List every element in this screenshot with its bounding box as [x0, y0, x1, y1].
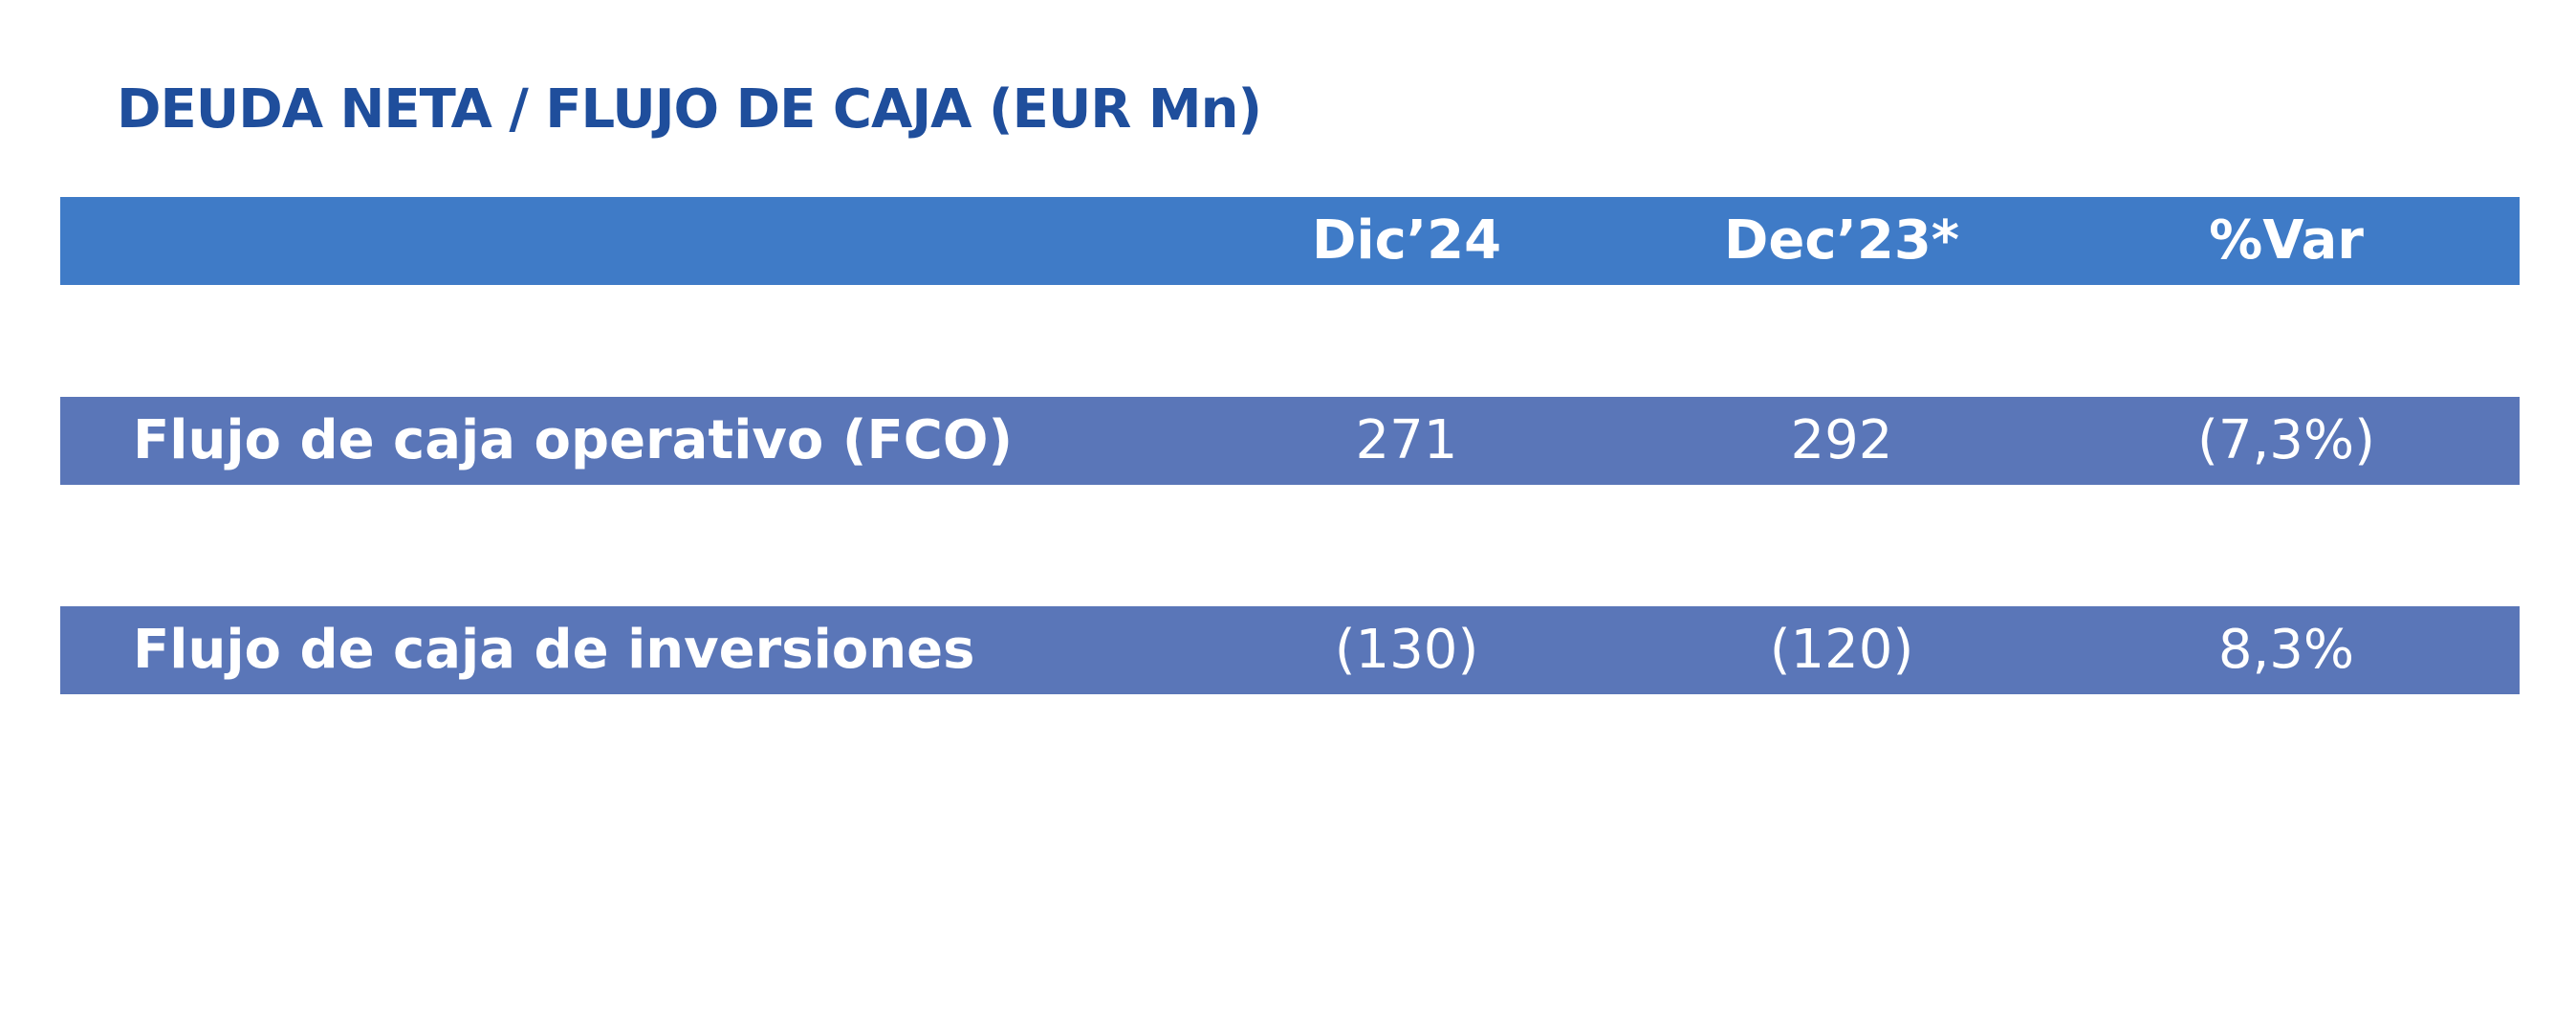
- column-header: %Var: [2209, 209, 2364, 272]
- column-header: Dic’24: [1311, 209, 1502, 272]
- table-row: Flujo de caja operativo (FCO) 271 292 (7…: [60, 397, 2520, 485]
- row-label: Flujo de caja operativo (FCO): [133, 409, 1014, 471]
- column-header: Dec’23*: [1723, 209, 1960, 272]
- title: DEUDA NETA / FLUJO DE CAJA (EUR Mn): [117, 78, 1262, 141]
- cell: 271: [1355, 409, 1458, 471]
- cell: (130): [1334, 619, 1479, 681]
- row-label: Flujo de caja de inversiones: [133, 619, 975, 681]
- cell: (120): [1769, 619, 1914, 681]
- table-row: Flujo de caja de inversiones (130) (120)…: [60, 606, 2520, 694]
- cell: 292: [1790, 409, 1893, 471]
- cell: (7,3%): [2197, 409, 2375, 471]
- cell: 8,3%: [2217, 619, 2355, 681]
- table-header: Dic’24 Dec’23* %Var: [60, 197, 2520, 285]
